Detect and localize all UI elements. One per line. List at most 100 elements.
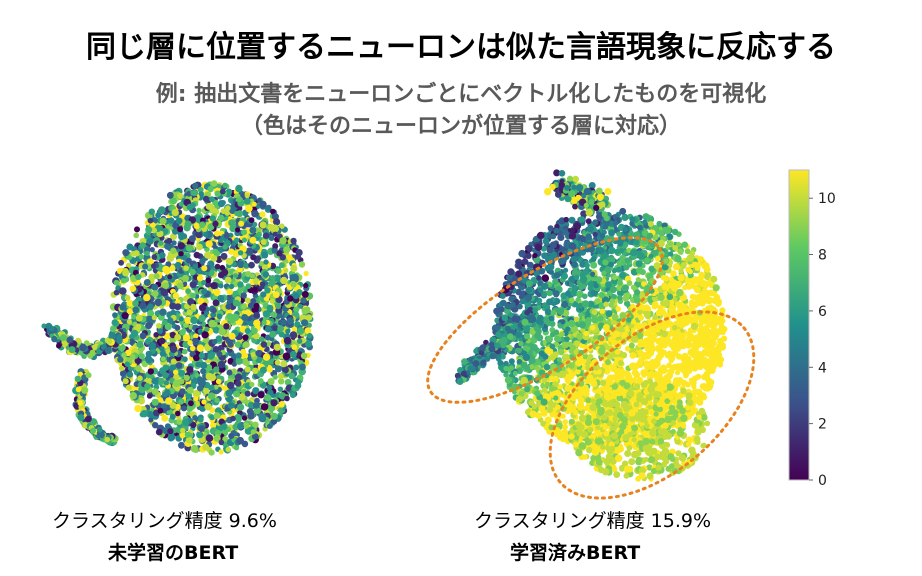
- neuron-point: [119, 303, 127, 311]
- neuron-point: [205, 202, 213, 210]
- neuron-point: [230, 415, 236, 422]
- neuron-point: [263, 259, 269, 265]
- neuron-point: [635, 277, 641, 283]
- neuron-point: [235, 184, 243, 193]
- neuron-point: [96, 426, 103, 433]
- neuron-point: [146, 237, 154, 245]
- neuron-point: [218, 283, 224, 289]
- neuron-point: [262, 353, 271, 361]
- neuron-point: [244, 193, 250, 199]
- neuron-point: [244, 366, 251, 373]
- neuron-point: [135, 314, 143, 322]
- neuron-point: [228, 332, 236, 340]
- neuron-point: [274, 365, 283, 373]
- neuron-point: [201, 265, 208, 272]
- neuron-point: [77, 414, 85, 422]
- neuron-point: [151, 377, 159, 385]
- neuron-point: [188, 235, 196, 243]
- neuron-point: [281, 237, 287, 243]
- neuron-point: [245, 204, 253, 213]
- neuron-point: [505, 274, 512, 281]
- neuron-point: [300, 352, 308, 360]
- neuron-point: [297, 338, 303, 344]
- neuron-point: [286, 317, 294, 325]
- neuron-point: [199, 379, 207, 387]
- neuron-point: [283, 246, 291, 254]
- neuron-point: [217, 360, 226, 369]
- neuron-point: [204, 326, 210, 332]
- neuron-point: [118, 365, 125, 372]
- neuron-point: [132, 300, 139, 307]
- neuron-point: [654, 255, 661, 262]
- neuron-point: [262, 232, 270, 239]
- neuron-point: [185, 411, 192, 417]
- neuron-point: [272, 325, 278, 331]
- neuron-point: [182, 334, 191, 342]
- neuron-point: [241, 237, 247, 243]
- subtitle-color-note: （色はそのニューロンが位置する層に対応）: [240, 114, 681, 139]
- neuron-point: [174, 324, 181, 331]
- neuron-point: [192, 263, 199, 270]
- neuron-point: [262, 310, 270, 318]
- neuron-point: [143, 279, 151, 286]
- neuron-point: [232, 273, 239, 279]
- neuron-point: [557, 348, 565, 356]
- neuron-point: [227, 381, 235, 390]
- neuron-point: [208, 384, 215, 391]
- neuron-point: [209, 422, 217, 429]
- neuron-point: [621, 213, 629, 221]
- neuron-point: [273, 343, 281, 351]
- neuron-point: [274, 219, 280, 225]
- neuron-point: [167, 428, 174, 435]
- neuron-point: [185, 288, 191, 294]
- neuron-point: [210, 180, 218, 187]
- neuron-point: [148, 208, 155, 215]
- neuron-point: [124, 294, 131, 301]
- neuron-point: [614, 248, 620, 255]
- neuron-point: [222, 436, 229, 443]
- neuron-point: [209, 196, 215, 203]
- neuron-point: [305, 340, 312, 348]
- neuron-point: [100, 344, 106, 350]
- neuron-point: [227, 402, 235, 409]
- neuron-point: [186, 386, 194, 394]
- neuron-point: [585, 233, 592, 241]
- neuron-point: [619, 207, 627, 215]
- neuron-point: [682, 284, 688, 291]
- neuron-point: [253, 319, 261, 327]
- neuron-point: [85, 372, 92, 379]
- neuron-point: [304, 306, 311, 313]
- neuron-point: [126, 319, 133, 325]
- neuron-point: [228, 283, 235, 290]
- neuron-point: [147, 309, 155, 317]
- neuron-point: [137, 375, 143, 382]
- neuron-point: [144, 250, 150, 257]
- neuron-point: [193, 222, 200, 230]
- neuron-point: [228, 219, 236, 227]
- neuron-point: [121, 352, 127, 358]
- neuron-point: [193, 354, 200, 362]
- neuron-point: [238, 393, 246, 401]
- neuron-point: [605, 281, 612, 288]
- neuron-point: [177, 242, 185, 250]
- neuron-point: [232, 299, 240, 307]
- neuron-point: [250, 298, 257, 304]
- neuron-point: [245, 271, 252, 278]
- neuron-point: [158, 337, 166, 345]
- neuron-point: [146, 303, 154, 311]
- neuron-point: [218, 439, 225, 446]
- neuron-point: [231, 313, 240, 322]
- neuron-point: [210, 282, 218, 290]
- neuron-point: [111, 319, 119, 326]
- neuron-point: [212, 220, 219, 227]
- neuron-point: [241, 314, 249, 321]
- neuron-point: [237, 422, 244, 430]
- neuron-point: [628, 342, 635, 349]
- neuron-point: [162, 265, 170, 274]
- neuron-point: [180, 405, 188, 412]
- neuron-point: [162, 282, 170, 289]
- neuron-point: [138, 353, 145, 360]
- neuron-point: [278, 401, 285, 408]
- neuron-point: [564, 336, 570, 342]
- neuron-point: [119, 287, 127, 295]
